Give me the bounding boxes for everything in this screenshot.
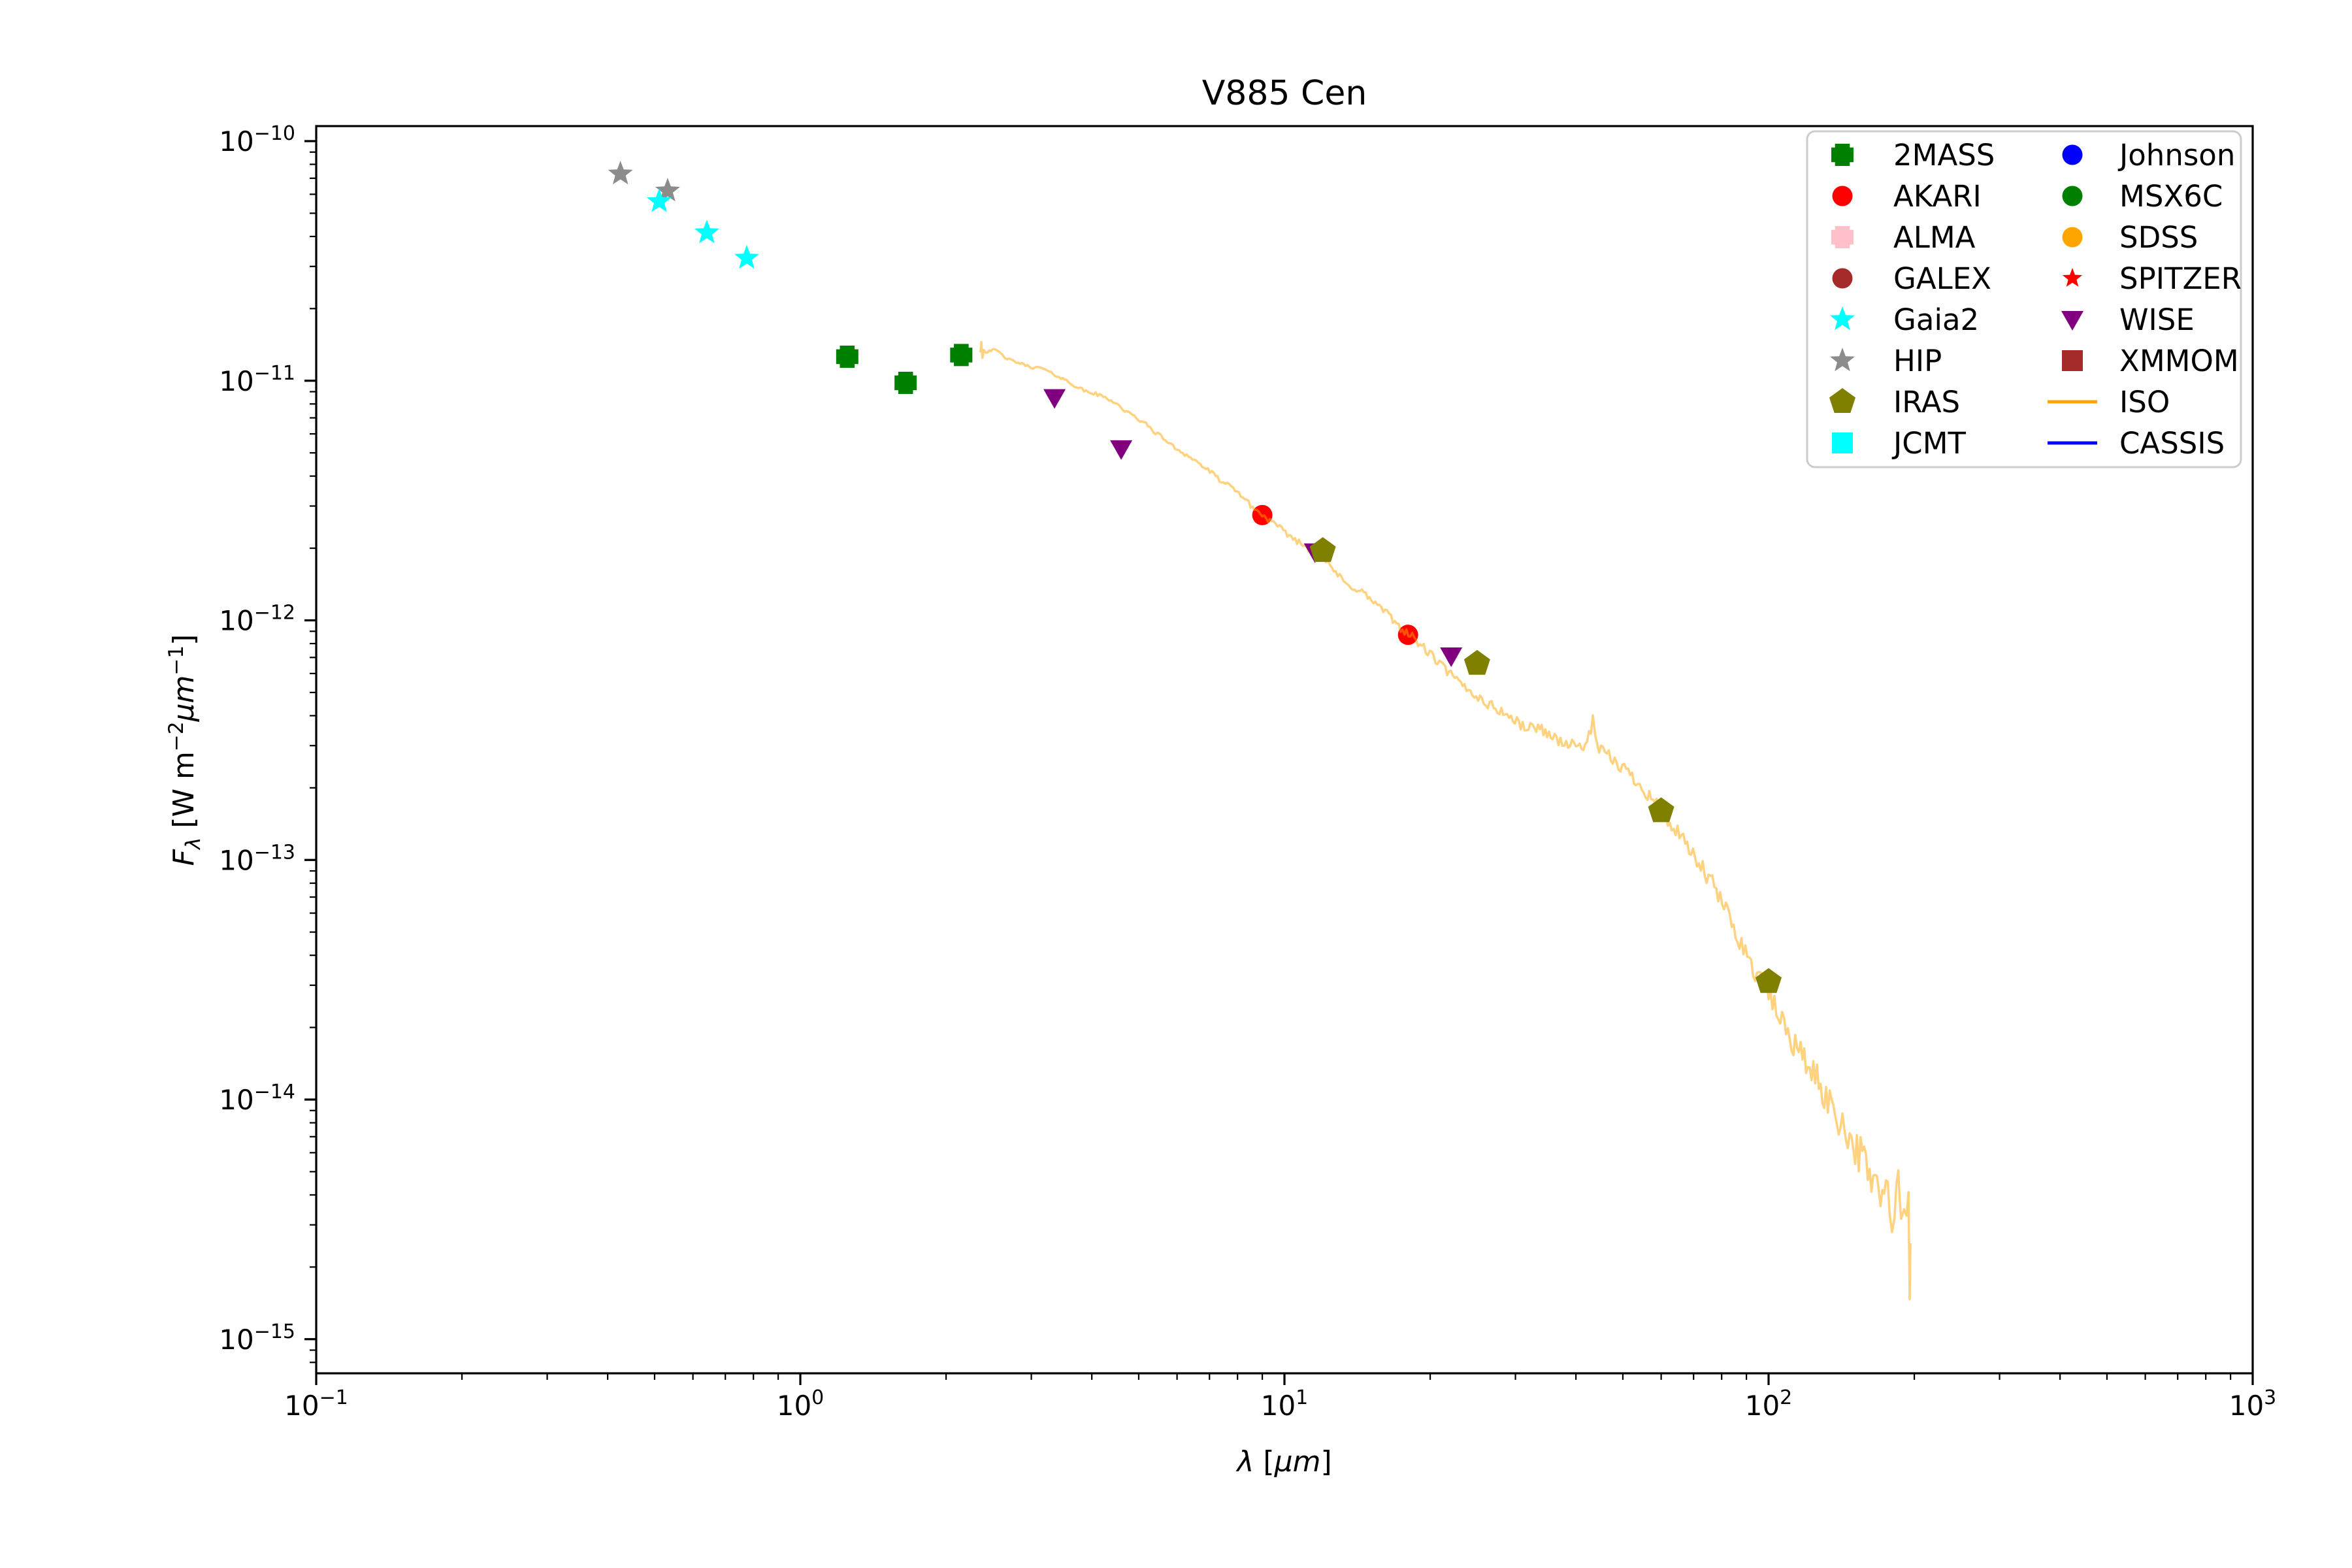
HIP-marker — [608, 161, 633, 185]
XMMOM-legend-marker — [2062, 350, 2083, 371]
2MASS-marker — [894, 371, 917, 394]
GALEX-legend-marker — [1832, 268, 1853, 289]
legend-label-Gaia2: Gaia2 — [1893, 302, 1979, 337]
legend-entry-GALEX: GALEX — [1832, 261, 1991, 296]
legend-label-HIP: HIP — [1893, 344, 1942, 378]
ALMA-legend-marker — [1831, 226, 1854, 248]
chart-title: V885 Cen — [1202, 74, 1367, 113]
y-tick-label: 10−14 — [219, 1081, 295, 1116]
legend-entry-ISO: ISO — [2048, 385, 2170, 419]
y-tick-label: 10−11 — [219, 362, 295, 397]
AKARI-legend-marker — [1832, 186, 1853, 206]
WISE-legend-marker — [2061, 311, 2083, 331]
IRAS-marker — [1309, 537, 1336, 563]
plot-layer: 10−1 100 101 102 103 10−10 10−11 10−12 10−13 10−1… — [219, 122, 2276, 1422]
2MASS-legend-marker — [1831, 144, 1854, 166]
y-tick-label: 10−10 — [219, 122, 295, 157]
Gaia2-marker — [646, 188, 672, 212]
WISE-marker — [1440, 647, 1463, 668]
Johnson-legend-marker — [2062, 144, 2083, 165]
2MASS-marker — [950, 344, 973, 367]
legend: 2MASS AKARI ALMA GALEX Gaia2 HIP IRAS JCMT Johns… — [1806, 130, 2242, 468]
IRAS-marker — [1648, 797, 1674, 823]
MSX6C-legend-marker — [2062, 186, 2083, 206]
2MASS-marker — [836, 345, 858, 368]
axis-ticks — [304, 140, 2254, 1385]
x-tick-label: 100 — [777, 1386, 825, 1422]
legend-label-GALEX: GALEX — [1893, 261, 1991, 296]
legend-label-SPITZER: SPITZER — [2119, 261, 2242, 296]
legend-label-SDSS: SDSS — [2119, 220, 2198, 255]
SDSS-legend-marker — [2062, 227, 2083, 248]
series-IRAS — [1309, 537, 1782, 993]
legend-label-AKARI: AKARI — [1893, 179, 1982, 214]
legend-entry-ALMA: ALMA — [1831, 220, 1976, 255]
series-Gaia2 — [646, 188, 759, 269]
legend-entry-2MASS: 2MASS — [1831, 138, 1995, 172]
legend-entry-Gaia2: Gaia2 — [1830, 302, 1979, 337]
legend-label-XMMOM: XMMOM — [2119, 344, 2239, 378]
legend-entry-MSX6C: MSX6C — [2062, 179, 2223, 214]
HIP-marker — [655, 178, 680, 202]
IRAS-marker — [1463, 649, 1490, 675]
Gaia2-marker — [694, 220, 719, 244]
legend-entry-SDSS: SDSS — [2062, 220, 2198, 255]
y-tick-label: 10−12 — [219, 602, 295, 637]
Gaia2-marker — [734, 245, 759, 269]
legend-label-2MASS: 2MASS — [1893, 138, 1995, 172]
legend-entry-JCMT: JCMT — [1832, 426, 1967, 461]
y-tick-label: 10−15 — [219, 1320, 295, 1356]
IRAS-marker — [1756, 968, 1782, 993]
legend-label-IRAS: IRAS — [1893, 385, 1960, 419]
series-2MASS — [836, 344, 973, 394]
legend-label-CASSIS: CASSIS — [2119, 426, 2225, 461]
HIP-legend-marker — [1830, 348, 1855, 372]
Gaia2-legend-marker — [1830, 306, 1855, 331]
x-tick-label: 102 — [1745, 1386, 1793, 1422]
legend-label-WISE: WISE — [2119, 302, 2195, 337]
legend-label-ALMA: ALMA — [1893, 220, 1976, 255]
legend-label-JCMT: JCMT — [1891, 426, 1967, 461]
JCMT-legend-marker — [1832, 433, 1853, 453]
y-axis-label: Fλ [W m−2μm−1] — [165, 634, 205, 866]
series-ISO — [979, 340, 1912, 1301]
y-tick-label: 10−13 — [219, 841, 295, 876]
legend-label-MSX6C: MSX6C — [2119, 179, 2223, 214]
x-axis-label: λ [μm] — [1235, 1445, 1331, 1478]
SPITZER-legend-marker — [2062, 268, 2083, 287]
legend-entry-HIP: HIP — [1830, 344, 1942, 378]
x-tick-label: 103 — [2229, 1386, 2277, 1422]
iso-spectrum-line — [979, 340, 1912, 1301]
plot-frame — [315, 125, 2254, 1375]
legend-entry-XMMOM: XMMOM — [2062, 344, 2239, 378]
IRAS-legend-marker — [1829, 388, 1855, 413]
legend-label-ISO: ISO — [2119, 385, 2170, 419]
tick-labels: 10−1 100 101 102 103 10−10 10−11 10−12 10−13 10−1… — [219, 122, 2276, 1422]
WISE-marker — [1110, 440, 1133, 460]
legend-box — [1806, 130, 2242, 468]
legend-entry-AKARI: AKARI — [1832, 179, 1982, 214]
WISE-marker — [1043, 389, 1066, 409]
legend-entry-SPITZER: SPITZER — [2062, 261, 2242, 296]
legend-entry-WISE: WISE — [2061, 302, 2195, 337]
legend-entry-IRAS: IRAS — [1829, 385, 1960, 419]
series-HIP — [608, 161, 680, 202]
x-tick-label: 101 — [1261, 1386, 1309, 1422]
x-tick-label: 10−1 — [284, 1386, 348, 1422]
axis-labels: λ [μm] Fλ [W m−2μm−1] — [165, 634, 1332, 1478]
legend-entry-CASSIS: CASSIS — [2048, 426, 2225, 461]
legend-entry-Johnson: Johnson — [2062, 138, 2235, 172]
legend-label-Johnson: Johnson — [2117, 138, 2235, 172]
